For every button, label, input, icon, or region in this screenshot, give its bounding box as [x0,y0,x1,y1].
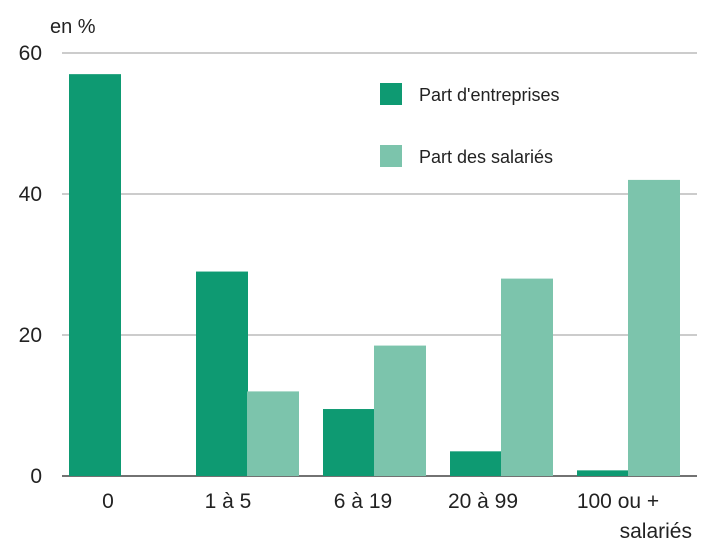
y-axis-ticks: 0 20 40 60 [19,42,42,488]
legend-swatch [380,145,402,167]
bars [69,74,680,477]
bar-entreprises-2 [323,409,375,476]
bar-salaries-4 [628,179,680,476]
bar-entreprises-0 [69,74,121,477]
x-tick-label: 1 à 5 [205,490,252,513]
y-tick-label: 0 [30,465,42,488]
bar-entreprises-3 [450,451,502,476]
x-tick-label: 0 [102,490,114,513]
bar-entreprises-4 [577,470,629,476]
x-tick-label: 20 à 99 [448,490,518,513]
y-tick-label: 40 [19,183,42,206]
legend: Part d'entreprises Part des salariés [380,83,560,167]
x-axis-ticks: 0 1 à 5 6 à 19 20 à 99 100 ou + [102,490,659,513]
legend-swatch [380,83,402,105]
x-tick-label: 6 à 19 [334,490,392,513]
bar-salaries-1 [247,391,299,476]
x-tick-label: 100 ou + [577,490,659,513]
y-axis-unit-label: en % [50,16,96,38]
y-tick-label: 60 [19,42,42,65]
x-axis-unit-label: salariés [620,520,692,543]
legend-label: Part d'entreprises [419,85,560,105]
bar-salaries-2 [374,345,426,476]
bar-entreprises-1 [196,271,248,476]
y-tick-label: 20 [19,324,42,347]
legend-label: Part des salariés [419,147,553,167]
bar-salaries-3 [501,278,553,476]
